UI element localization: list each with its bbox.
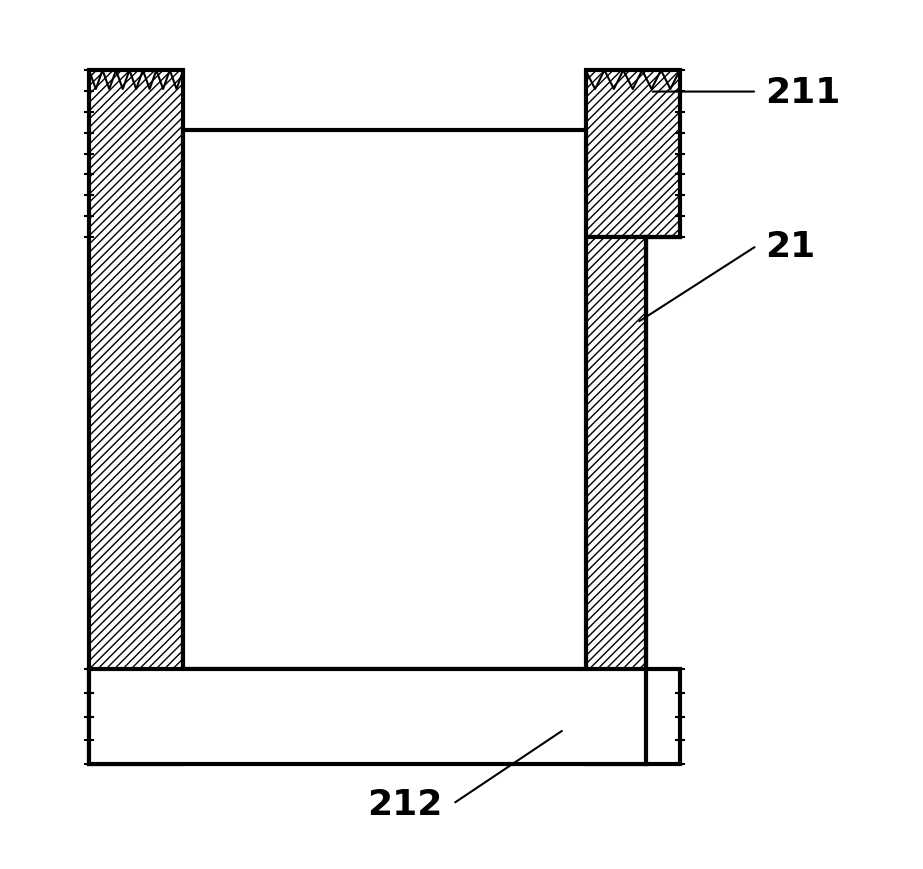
Bar <box>585 238 645 764</box>
Bar <box>585 71 680 238</box>
Text: 212: 212 <box>367 787 443 821</box>
Text: 21: 21 <box>765 229 816 263</box>
Text: 211: 211 <box>765 76 841 109</box>
Bar <box>184 131 585 670</box>
Bar <box>90 71 184 764</box>
Bar <box>90 670 680 764</box>
